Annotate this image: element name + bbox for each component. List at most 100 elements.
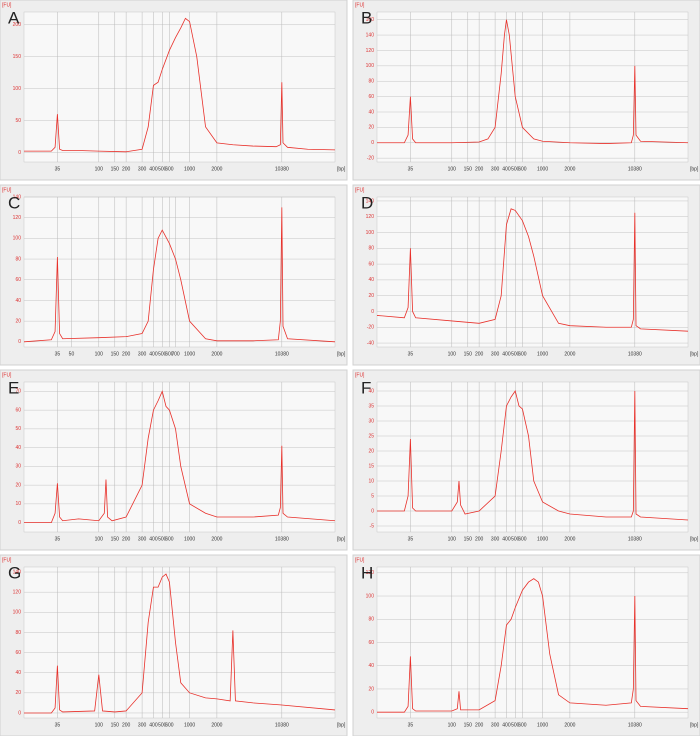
panel-label: G (8, 563, 21, 582)
x-tick-label: 2000 (211, 722, 222, 728)
x-tick-label: 1000 (537, 722, 548, 728)
x-tick-label: 400 (149, 722, 158, 728)
x-axis-label: [bp] (690, 166, 699, 172)
y-tick-label: 120 (366, 570, 375, 576)
x-tick-label: 500 (158, 722, 167, 728)
x-tick-label: 100 (95, 351, 104, 357)
x-tick-label: 35 (55, 166, 61, 172)
y-tick-label: 10 (368, 478, 374, 484)
y-axis-label: [FU] (355, 2, 365, 8)
x-axis-label: [bp] (690, 536, 699, 542)
plot-area (23, 196, 336, 348)
y-axis-label: [FU] (2, 2, 12, 8)
trace-line (376, 208, 689, 332)
y-tick-label: 150 (13, 54, 22, 60)
x-tick-label: 300 (491, 722, 500, 728)
x-tick-label: 1000 (184, 536, 195, 542)
y-tick-label: -5 (370, 523, 375, 529)
y-tick-label: 120 (366, 214, 375, 220)
y-tick-label: 35 (368, 403, 374, 409)
trace-line (24, 390, 336, 524)
y-tick-label: 25 (368, 433, 374, 439)
x-tick-label: 500 (511, 722, 520, 728)
x-tick-label: 100 (448, 166, 457, 172)
x-axis-label: [bp] (337, 536, 346, 542)
x-tick-label: 10380 (275, 166, 289, 172)
y-tick-label: 200 (13, 22, 22, 28)
x-tick-label: 1000 (184, 722, 195, 728)
x-tick-label: 100 (448, 351, 457, 357)
x-tick-label: 2000 (211, 536, 222, 542)
x-tick-label: 700 (171, 351, 180, 357)
trace-line (24, 573, 336, 714)
y-tick-label: 0 (18, 520, 21, 526)
x-tick-label: 600 (518, 536, 527, 542)
panel-label: F (361, 378, 371, 397)
x-tick-label: 50 (69, 351, 75, 357)
x-tick-label: 600 (165, 536, 174, 542)
y-axis-label: [FU] (2, 187, 12, 193)
x-tick-label: 35 (55, 536, 61, 542)
panel: 0 20 40 60 80 100 120 140 35 100 150 200 300 400 50060… (0, 554, 348, 736)
y-tick-label: -20 (367, 325, 374, 331)
x-tick-label: 100 (448, 536, 457, 542)
x-tick-label: 2000 (564, 166, 575, 172)
trace-line (377, 390, 689, 521)
x-tick-label: 2000 (211, 166, 222, 172)
x-tick-label: 1000 (184, 166, 195, 172)
x-tick-label: 10380 (628, 166, 642, 172)
y-tick-label: 20 (368, 125, 374, 131)
x-tick-label: 10380 (628, 536, 642, 542)
y-tick-label: 20 (15, 690, 21, 696)
y-tick-label: 0 (18, 339, 21, 345)
x-tick-label: 200 (475, 536, 484, 542)
x-tick-label: 1000 (537, 536, 548, 542)
y-tick-label: 15 (368, 463, 374, 469)
x-tick-label: 300 (138, 536, 147, 542)
y-tick-label: 60 (15, 277, 21, 283)
x-tick-label: 150 (464, 166, 473, 172)
y-tick-label: 100 (13, 86, 22, 92)
x-tick-label: 10380 (628, 351, 642, 357)
y-tick-label: 20 (368, 448, 374, 454)
x-tick-label: 200 (475, 166, 484, 172)
x-tick-label: 300 (491, 166, 500, 172)
x-tick-label: 1000 (184, 351, 195, 357)
y-tick-label: 0 (371, 508, 374, 514)
x-tick-label: 200 (122, 166, 131, 172)
x-tick-label: 150 (111, 536, 120, 542)
y-tick-label: 140 (13, 569, 22, 575)
y-tick-label: 80 (15, 630, 21, 636)
y-tick-label: 40 (368, 277, 374, 283)
x-tick-label: 10380 (628, 722, 642, 728)
y-tick-label: 60 (368, 261, 374, 267)
y-tick-label: 100 (366, 230, 375, 236)
x-tick-label: 200 (475, 722, 484, 728)
plot-area (376, 11, 689, 163)
trace-line (377, 19, 689, 144)
y-axis-label: [FU] (2, 372, 12, 378)
panel: 0 20 40 60 80 100 120 140 35 50 100 150 200 300 400 500… (0, 184, 348, 366)
y-tick-label: 60 (15, 407, 21, 413)
x-tick-label: 35 (408, 536, 414, 542)
x-tick-label: 200 (122, 722, 131, 728)
x-tick-label: 150 (111, 166, 120, 172)
x-tick-label: 100 (448, 722, 457, 728)
y-tick-label: 20 (15, 318, 21, 324)
x-tick-label: 600 (518, 166, 527, 172)
x-tick-label: 35 (55, 351, 61, 357)
x-tick-label: 300 (138, 722, 147, 728)
y-axis-label: [FU] (355, 372, 365, 378)
y-tick-label: 40 (368, 388, 374, 394)
y-tick-label: 20 (368, 293, 374, 299)
x-tick-label: 200 (122, 536, 131, 542)
x-tick-label: 2000 (211, 351, 222, 357)
x-tick-label: 150 (111, 722, 120, 728)
x-tick-label: 400 (502, 351, 511, 357)
y-tick-label: 80 (15, 256, 21, 262)
y-tick-label: 50 (15, 118, 21, 124)
y-tick-label: 160 (366, 17, 375, 23)
